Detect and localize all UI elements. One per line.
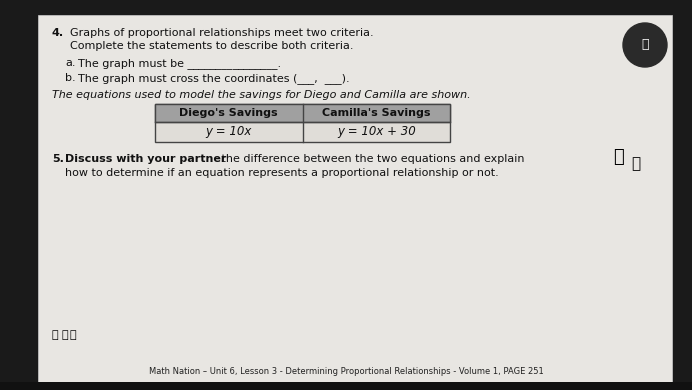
Text: The graph must cross the coordinates (___,  ___).: The graph must cross the coordinates (__…	[78, 73, 349, 84]
Text: b.: b.	[65, 73, 75, 83]
Bar	[0, 382, 692, 390]
Text: 4.: 4.	[52, 28, 64, 38]
Bar	[155, 104, 450, 122]
Text: The graph must be ________________.: The graph must be ________________.	[78, 58, 281, 69]
Text: The equations used to model the savings for Diego and Camilla are shown.: The equations used to model the savings …	[52, 90, 471, 100]
Text: 🔭: 🔭	[641, 39, 649, 51]
Text: y = 10x: y = 10x	[206, 126, 252, 138]
Bar	[155, 104, 450, 142]
Text: the difference between the two equations and explain: the difference between the two equations…	[218, 154, 525, 164]
Text: y = 10x + 30: y = 10x + 30	[337, 126, 416, 138]
Text: 🧑: 🧑	[62, 330, 69, 340]
Text: Complete the statements to describe both criteria.: Complete the statements to describe both…	[70, 41, 354, 51]
Circle shape	[623, 23, 667, 67]
Text: how to determine if an equation represents a proportional relationship or not.: how to determine if an equation represen…	[65, 168, 499, 178]
Text: 🧒: 🧒	[70, 330, 76, 340]
Text: Graphs of proportional relationships meet two criteria.: Graphs of proportional relationships mee…	[70, 28, 374, 38]
Text: Discuss with your partner: Discuss with your partner	[65, 154, 226, 164]
Text: a.: a.	[65, 58, 75, 68]
Text: 👤: 👤	[631, 156, 641, 172]
Text: 🧑: 🧑	[52, 330, 58, 340]
Text: 👫: 👫	[612, 148, 623, 166]
Text: Math Nation – Unit 6, Lesson 3 - Determining Proportional Relationships - Volume: Math Nation – Unit 6, Lesson 3 - Determi…	[149, 367, 543, 376]
Text: Camilla's Savings: Camilla's Savings	[322, 108, 430, 118]
Text: Diego's Savings: Diego's Savings	[179, 108, 278, 118]
Text: 5.: 5.	[52, 154, 64, 164]
